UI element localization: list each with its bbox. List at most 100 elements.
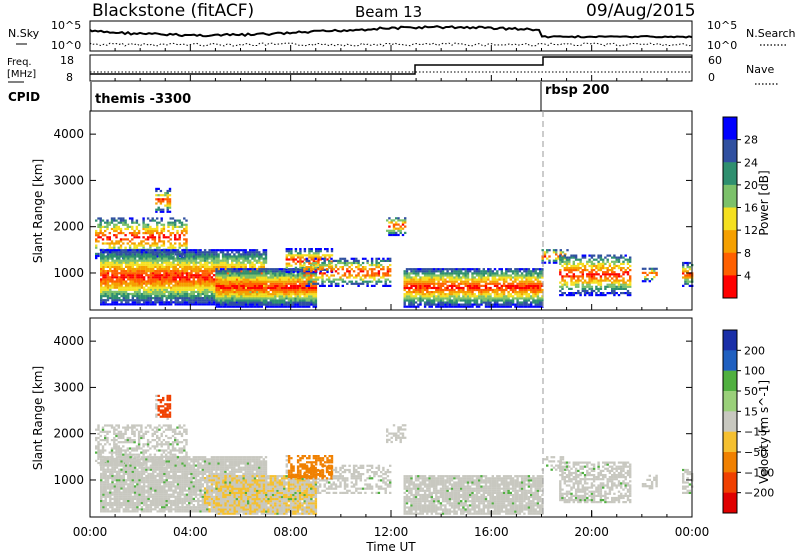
power-echo-cell [269, 274, 272, 277]
power-echo-cell [208, 286, 211, 289]
power-echo-cell [460, 291, 463, 294]
power-echo-cell [240, 282, 243, 285]
power-echo-cell [231, 280, 234, 283]
power-echo-cell [586, 289, 589, 293]
power-echo-cell [106, 238, 109, 241]
power-echo-cell [219, 291, 223, 294]
power-echo-cell [226, 282, 230, 285]
power-echo-cell [122, 286, 125, 289]
power-echo-cell [178, 236, 181, 239]
power-echo-cell [604, 271, 607, 274]
power-echo-cell [423, 280, 427, 283]
power-echo-cell [348, 276, 351, 279]
power-echo-cell [136, 249, 139, 252]
power-echo-cell [466, 270, 470, 273]
power-echo-cell [120, 278, 123, 281]
power-echo-cell [181, 286, 184, 289]
power-echo-cell [370, 261, 374, 265]
power-echo-cell [133, 244, 136, 247]
power-echo-cell [565, 275, 569, 278]
power-echo-cell [169, 217, 172, 220]
power-echo-cell [168, 204, 172, 207]
power-echo-cell [253, 272, 257, 275]
power-echo-cell [410, 276, 413, 279]
power-echo-cell [222, 268, 225, 271]
power-echo-cell [265, 270, 268, 273]
power-echo-cell [147, 282, 150, 285]
power-echo-cell [412, 295, 415, 298]
power-echo-cell [102, 278, 105, 281]
power-echo-cell [156, 227, 159, 231]
power-echo-cell [106, 259, 110, 262]
power-echo-cell [183, 253, 186, 256]
power-echo-cell [106, 276, 110, 279]
power-echo-cell [160, 229, 163, 233]
power-echo-cell [314, 282, 317, 285]
power-echo-cell [489, 268, 492, 271]
power-echo-cell [149, 257, 153, 260]
power-echo-cell [156, 244, 159, 247]
power-echo-cell [231, 278, 234, 281]
power-echo-cell [117, 217, 120, 220]
power-echo-cell [97, 223, 100, 226]
power-echo-cell [222, 301, 225, 304]
power-echo-cell [156, 254, 159, 258]
power-echo-cell [203, 267, 207, 271]
power-echo-cell [235, 257, 238, 260]
power-echo-cell [502, 274, 506, 277]
power-echo-cell [217, 270, 221, 273]
power-echo-cell [179, 259, 182, 262]
power-echo-cell [473, 270, 476, 273]
power-echo-cell [162, 223, 166, 226]
power-echo-cell [405, 305, 409, 308]
power-echo-cell [135, 246, 139, 249]
power-echo-cell [283, 270, 286, 273]
power-echo-cell [597, 289, 600, 293]
power-echo-cell [289, 288, 293, 292]
power-echo-cell [233, 301, 236, 304]
power-echo-cell [399, 231, 402, 234]
power-echo-cell [171, 246, 175, 249]
power-echo-cell [226, 286, 230, 290]
power-echo-cell [572, 283, 575, 286]
power-echo-cell [199, 255, 202, 258]
power-echo-cell [115, 251, 119, 254]
power-echo-cell [133, 301, 137, 304]
power-echo-cell [606, 279, 609, 282]
power-echo-cell [514, 276, 517, 279]
power-echo-cell [303, 291, 306, 294]
power-echo-cell [145, 274, 148, 277]
power-echo-cell [95, 229, 98, 233]
power-echo-cell [321, 274, 324, 277]
power-echo-cell [183, 217, 186, 220]
power-echo-cell [235, 276, 239, 279]
power-echo-cell [453, 305, 456, 308]
power-echo-cell [138, 272, 141, 275]
power-echo-cell [244, 303, 248, 306]
power-echo-cell [563, 260, 566, 263]
power-echo-cell [516, 274, 519, 277]
power-echo-cell [199, 249, 202, 252]
power-echo-cell [606, 292, 609, 295]
power-echo-cell [197, 303, 200, 306]
power-echo-cell [408, 295, 411, 298]
power-echo-cell [539, 288, 542, 292]
power-echo-cell [397, 227, 400, 230]
power-echo-cell [215, 305, 218, 308]
power-echo-cell [120, 255, 123, 258]
power-echo-cell [140, 261, 144, 264]
power-echo-cell [162, 210, 165, 213]
power-echo-cell [154, 274, 157, 277]
beam-title: Beam 13 [355, 3, 422, 21]
power-echo-cell [457, 270, 461, 273]
power-echo-cell [577, 283, 580, 286]
power-echo-cell [271, 303, 275, 306]
power-echo-cell [296, 295, 300, 298]
power-echo-cell [280, 276, 284, 279]
power-echo-cell [301, 274, 304, 277]
cpid-mode-2: rbsp 200 [545, 83, 609, 98]
power-echo-cell [290, 254, 293, 257]
power-echo-cell [399, 225, 402, 228]
power-echo-cell [217, 291, 221, 294]
power-echo-cell [142, 249, 146, 252]
